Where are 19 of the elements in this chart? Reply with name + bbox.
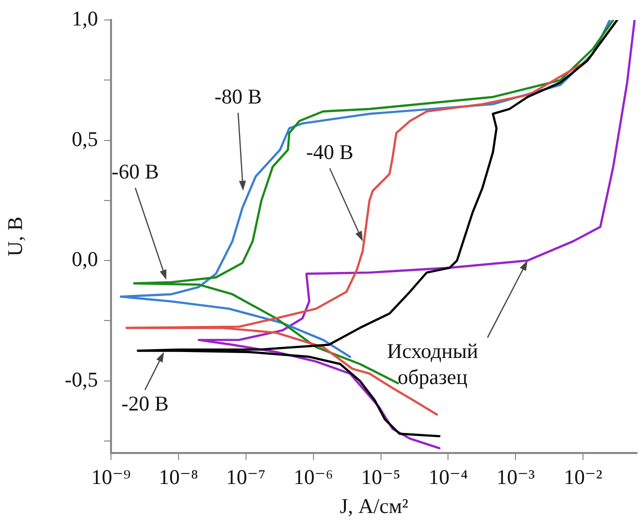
annotation: -20 В [121, 391, 169, 416]
y-axis-title: U, В [3, 216, 28, 256]
x-axis-title: J, А/см² [340, 494, 408, 518]
x-tick-label: 10⁻⁵ [361, 465, 400, 490]
x-tick-label: 10⁻³ [496, 465, 535, 490]
x-tick-label: 10⁻⁸ [158, 465, 198, 490]
x-tick-label: 10⁻⁴ [428, 465, 468, 490]
y-tick-label: -0,5 [64, 367, 98, 392]
y-tick-label: 1,0 [72, 6, 98, 31]
annotation: -80 В [214, 84, 262, 108]
y-tick-label: 0,0 [72, 247, 98, 272]
annotation: -60 В [112, 159, 159, 184]
annotation: Исходный образец [386, 339, 478, 390]
x-tick-label: 10⁻² [564, 465, 602, 490]
x-tick-label: 10⁻⁹ [91, 465, 131, 490]
x-tick-label: 10⁻⁷ [226, 465, 266, 490]
x-tick-label: 10⁻⁶ [294, 465, 334, 490]
annotation: -40 В [306, 140, 354, 164]
y-tick-label: 0,5 [72, 126, 98, 151]
